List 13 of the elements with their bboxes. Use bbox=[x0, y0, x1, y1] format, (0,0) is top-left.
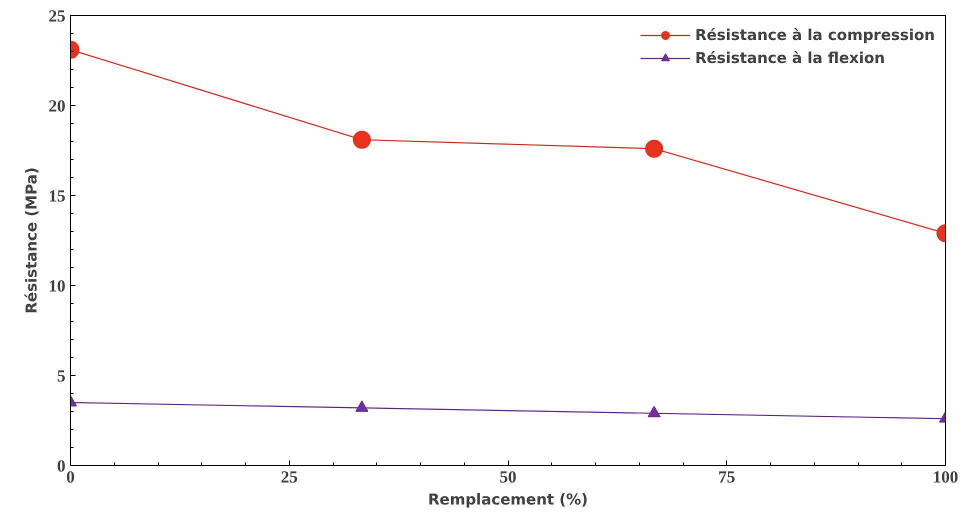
x-tick-label: 50 bbox=[500, 468, 516, 486]
x-tick-label: 100 bbox=[932, 468, 958, 486]
y-axis-title: Résistance (MPa) bbox=[22, 167, 40, 314]
x-axis-title: Remplacement (%) bbox=[428, 490, 588, 508]
y-tick-label: 5 bbox=[57, 366, 66, 386]
y-tick-label: 15 bbox=[48, 186, 66, 206]
y-tick-label: 25 bbox=[48, 6, 66, 26]
x-tick-label: 75 bbox=[718, 468, 736, 486]
legend-label: Résistance à la compression bbox=[695, 26, 935, 44]
legend-label: Résistance à la flexion bbox=[695, 49, 885, 67]
y-tick-label: 20 bbox=[48, 96, 66, 116]
x-tick-label: 25 bbox=[280, 468, 298, 486]
y-tick-label: 10 bbox=[48, 276, 66, 296]
